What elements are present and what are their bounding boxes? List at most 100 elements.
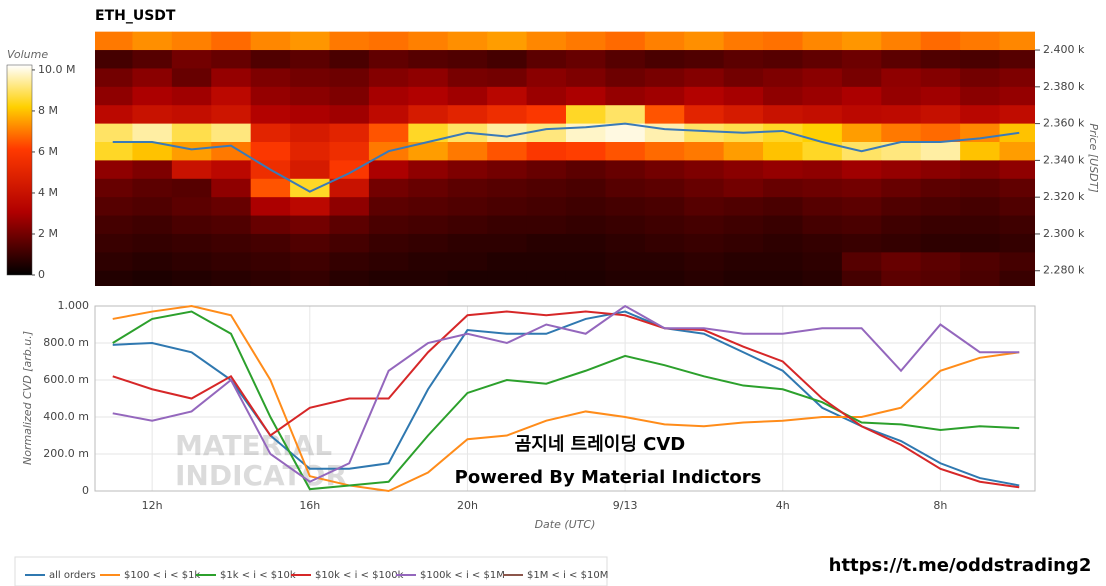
heat-cell [763,123,803,143]
heat-cell [132,178,173,198]
colorbar-tick-label: 8 M [38,104,58,117]
heat-cell [447,31,488,51]
heat-cell [171,86,212,106]
heat-cell [999,160,1035,180]
legend-label: all orders [49,570,96,581]
heat-cell [290,252,331,272]
heat-cell [408,123,449,143]
heat-cell [329,215,370,235]
heat-cell [329,197,370,217]
heat-cell [447,68,488,88]
heat-cell [999,252,1035,272]
heat-cell [644,215,685,235]
heat-cell [605,270,646,286]
y-tick-label: 2.320 k [1043,190,1085,203]
heat-cell [605,252,646,272]
heat-cell [605,178,646,198]
heat-cell [408,68,449,88]
heat-cell [881,142,922,161]
watermark: INDICATOR [175,459,347,492]
heatmap [95,31,1035,286]
heat-cell [487,68,528,88]
heat-cell [171,68,212,88]
heat-cell [211,197,252,217]
heat-cell [999,142,1035,161]
heat-cell [250,215,291,235]
heat-cell [920,178,961,198]
heat-cell [526,178,567,198]
heat-cell [920,50,961,69]
heat-cell [526,160,567,180]
cvd-line [112,310,1020,489]
heat-cell [644,142,685,161]
y-tick-label: 2.280 k [1043,264,1085,277]
heat-cell [171,31,212,51]
heat-cell [763,50,803,69]
heat-cell [920,123,961,143]
heat-cell [920,270,961,286]
legend-label: $1k < i < $10k [220,570,296,581]
heat-cell [841,31,882,51]
heat-cell [408,142,449,161]
heat-cell [999,105,1035,125]
heat-cell [250,233,291,253]
heat-cell [447,178,488,198]
heat-cell [684,233,725,253]
heat-cell [841,178,882,198]
heat-cell [290,160,331,180]
heat-cell [565,105,606,125]
heat-cell [95,86,133,106]
heat-cell [605,86,646,106]
heat-cell [802,233,843,253]
heat-cell [565,197,606,217]
y-axis-label: Price [USDT] [1087,123,1100,192]
link: https://t.me/oddstrading2 [829,555,1092,576]
heat-cell [802,252,843,272]
heat-cell [132,270,173,286]
heat-cell [211,160,252,180]
heat-cell [211,233,252,253]
heat-cell [802,68,843,88]
heat-cell [132,197,173,217]
heat-cell [565,68,606,88]
heat-cell [763,142,803,161]
heat-cell [565,233,606,253]
heat-cell [960,252,1001,272]
heat-cell [723,142,764,161]
heat-cell [881,50,922,69]
heat-cell [723,233,764,253]
heat-cell [250,50,291,69]
heat-cell [644,178,685,198]
y-tick-label: 2.300 k [1043,227,1085,240]
heat-cell [447,215,488,235]
heat-cell [290,215,331,235]
heat-cell [565,160,606,180]
heat-cell [802,123,843,143]
heat-cell [684,270,725,286]
heat-cell [565,142,606,161]
heat-cell [408,105,449,125]
heat-cell [999,270,1035,286]
x-tick-label: 20h [457,499,478,512]
heat-cell [763,270,803,286]
y-tick-label: 200.0 m [43,447,89,460]
heat-cell [960,233,1001,253]
heat-cell [526,197,567,217]
heat-cell [684,142,725,161]
heat-cell [881,160,922,180]
heat-cell [802,86,843,106]
heat-cell [211,31,252,51]
heat-cell [999,215,1035,235]
heat-cell [802,31,843,51]
heat-cell [447,270,488,286]
heat-cell [250,68,291,88]
heat-cell [95,142,133,161]
heat-cell [684,215,725,235]
heat-cell [565,270,606,286]
heat-cell [171,197,212,217]
heat-cell [487,197,528,217]
heat-cell [329,252,370,272]
x-tick-label: 4h [776,499,790,512]
heat-cell [95,50,133,69]
heat-cell [605,197,646,217]
